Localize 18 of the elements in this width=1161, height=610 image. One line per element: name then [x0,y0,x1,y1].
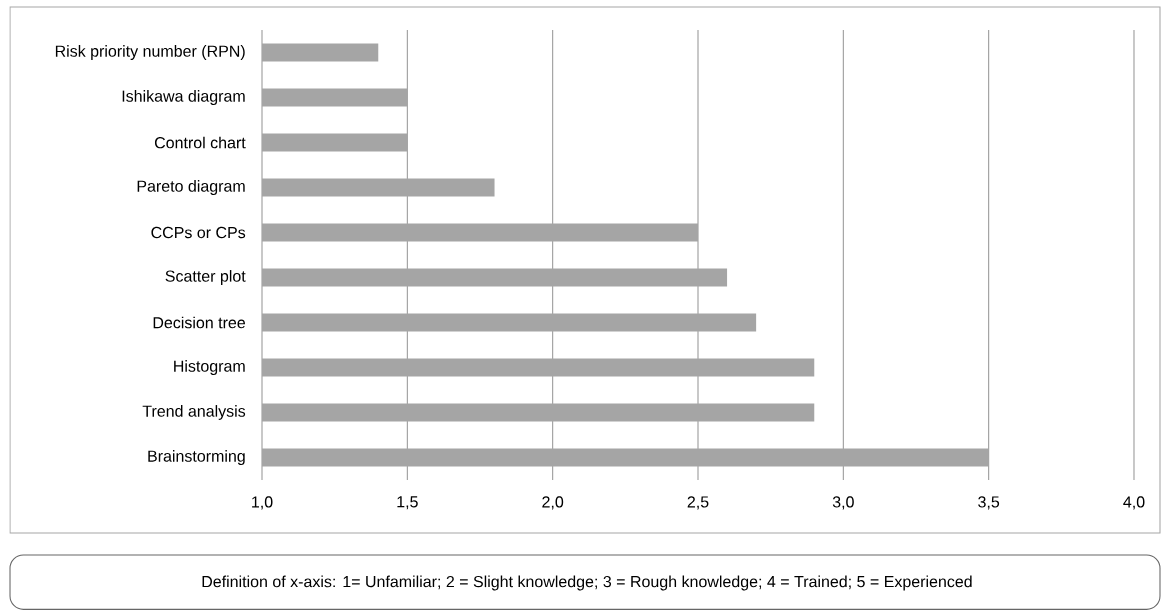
x-tick-label: 4,0 [1123,496,1145,510]
y-tick-label: Pareto diagram [137,180,245,195]
y-tick-label: Trend analysis [142,405,246,420]
x-tick-label: 3,5 [978,496,1000,510]
y-tick-label: Histogram [174,360,245,375]
x-tick-label: 1,0 [252,496,273,510]
y-tick-label: Decision tree [153,316,245,329]
text: Definition of x-axis: 1= Unfamiliar; 2 = Slight knowledge; 3 = Rough knowledge; 4 = Trained; 5 = Experienced [202,575,972,591]
x-tick-label: 3,0 [832,496,854,510]
y-tick-label: CCPs or CPs [151,226,246,239]
y-tick-label: Scatter plot [165,270,246,285]
y-tick-label: Brainstorming [148,450,245,465]
y-tick-label: Control chart [154,136,246,149]
y-tick-label: Risk priority number (RPN) [55,45,245,60]
x-tick-label: 1,5 [397,496,418,510]
y-tick-label: Ishikawa diagram [122,90,245,105]
x-tick-label: 2,5 [687,496,709,510]
x-tick-label: 2,0 [542,496,564,510]
